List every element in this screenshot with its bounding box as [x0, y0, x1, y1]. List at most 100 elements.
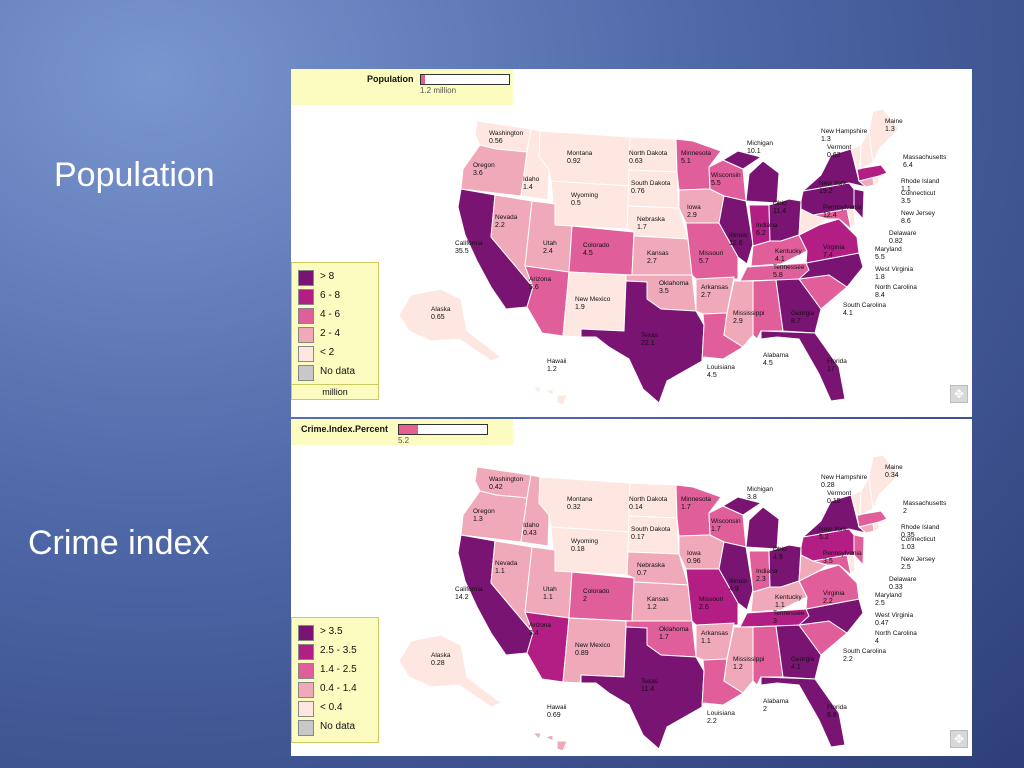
state-value-label: 1.7 — [711, 526, 721, 533]
state-maine[interactable] — [868, 108, 900, 165]
state-maine[interactable] — [868, 454, 900, 511]
state-new-york[interactable] — [801, 494, 867, 538]
state-value-label: 0.76 — [631, 188, 645, 195]
state-iowa[interactable] — [678, 188, 725, 224]
state-name-label: Nevada — [495, 560, 518, 567]
legend-label: > 3.5 — [320, 626, 343, 637]
state-value-label: 4.1 — [775, 256, 785, 263]
state-name-label: South Dakota — [631, 180, 671, 187]
state-value-label: 1.7 — [681, 504, 691, 511]
state-value-label: 4.1 — [843, 310, 853, 317]
state-name-label: Missouri — [699, 250, 723, 257]
state-value-label: 0.96 — [687, 558, 701, 565]
state-name-label: Maryland — [875, 246, 902, 253]
state-name-label: Indiana — [756, 222, 778, 229]
state-name-label: Idaho — [523, 522, 540, 529]
state-value-label: 1.9 — [575, 304, 585, 311]
state-name-label: North Carolina — [875, 284, 917, 291]
state-michigan[interactable] — [721, 150, 780, 204]
state-value-label: 11.4 — [773, 208, 786, 215]
state-florida[interactable] — [760, 330, 846, 402]
state-wyoming[interactable] — [550, 180, 630, 230]
state-name-label: Arizona — [529, 622, 551, 629]
state-value-label: 0.28 — [821, 482, 835, 489]
state-name-label: New York — [819, 526, 847, 533]
legend-swatch — [298, 701, 314, 717]
state-montana[interactable] — [538, 130, 631, 187]
state-new-mexico[interactable] — [562, 617, 627, 684]
state-value-label: 2.2 — [495, 222, 505, 229]
legend-swatch — [298, 682, 314, 698]
state-value-label: 4.9 — [729, 586, 739, 593]
state-name-label: Alaska — [431, 652, 451, 659]
map-title-box: Population 1.2 million — [291, 69, 513, 105]
legend-unit: million — [292, 384, 378, 399]
state-name-label: Alaska — [431, 306, 451, 313]
legend-label: 0.4 - 1.4 — [320, 683, 357, 694]
state-texas[interactable] — [580, 626, 705, 750]
state-new-mexico[interactable] — [562, 271, 627, 338]
state-value-label: 1.3 — [473, 516, 483, 523]
state-value-label: 5.2 — [819, 534, 829, 541]
state-value-label: 5.1 — [681, 158, 691, 165]
state-value-label: 0.43 — [523, 530, 537, 537]
state-value-label: 3.5 — [901, 198, 911, 205]
state-alaska[interactable] — [398, 288, 503, 362]
state-value-label: 2.5 — [875, 600, 885, 607]
state-name-label: Florida — [827, 704, 847, 711]
state-name-label: Ohio — [773, 546, 787, 553]
state-iowa[interactable] — [678, 534, 725, 570]
state-hawaii[interactable] — [531, 732, 568, 752]
state-value-label: 2.5 — [901, 564, 911, 571]
state-value-label: 35.5 — [455, 248, 469, 255]
state-name-label: South Dakota — [631, 526, 671, 533]
state-virginia[interactable] — [798, 218, 860, 264]
state-georgia[interactable] — [775, 278, 822, 334]
state-georgia[interactable] — [775, 624, 822, 680]
state-name-label: Oklahoma — [659, 280, 689, 287]
state-colorado[interactable] — [568, 225, 635, 276]
state-value-label: 1.1 — [701, 638, 711, 645]
state-name-label: Oregon — [473, 162, 495, 169]
legend-swatch — [298, 663, 314, 679]
state-alaska[interactable] — [398, 634, 503, 708]
state-name-label: Ohio — [773, 200, 787, 207]
state-massachusetts[interactable] — [856, 510, 888, 528]
state-name-label: Washington — [489, 476, 523, 483]
state-value-label: 1.2 — [647, 604, 657, 611]
state-value-label: 3.5 — [659, 288, 669, 295]
state-montana[interactable] — [538, 476, 631, 533]
state-value-label: 1.2 — [547, 366, 557, 373]
state-value-label: 2.7 — [701, 292, 711, 299]
state-name-label: Louisiana — [707, 364, 735, 371]
state-virginia[interactable] — [798, 564, 860, 610]
state-name-label: Idaho — [523, 176, 540, 183]
state-value-label: 5.5 — [711, 180, 721, 187]
state-texas[interactable] — [580, 280, 705, 404]
state-oregon[interactable] — [460, 144, 528, 197]
zoom-icon[interactable]: ✥ — [950, 385, 968, 403]
state-oregon[interactable] — [460, 490, 528, 543]
state-value-label: 10.1 — [747, 148, 761, 155]
state-value-label: 12.6 — [729, 240, 743, 247]
state-name-label: Arkansas — [701, 284, 729, 291]
state-name-label: Vermont — [827, 490, 851, 497]
state-wyoming[interactable] — [550, 526, 630, 576]
state-name-label: Vermont — [827, 144, 851, 151]
state-value-label: 0.28 — [431, 660, 445, 667]
state-colorado[interactable] — [568, 571, 635, 622]
slide-label-population: Population — [54, 156, 215, 194]
state-name-label: Maryland — [875, 592, 902, 599]
state-massachusetts[interactable] — [856, 164, 888, 182]
state-name-label: Kansas — [647, 250, 669, 257]
zoom-icon[interactable]: ✥ — [950, 730, 968, 748]
state-new-york[interactable] — [801, 148, 867, 192]
state-value-label: 1.4 — [523, 184, 533, 191]
value-indicator-text: 1.2 million — [420, 86, 457, 95]
state-florida[interactable] — [760, 676, 846, 748]
state-michigan[interactable] — [721, 496, 780, 550]
state-name-label: Maine — [885, 118, 903, 125]
state-hawaii[interactable] — [531, 386, 568, 406]
